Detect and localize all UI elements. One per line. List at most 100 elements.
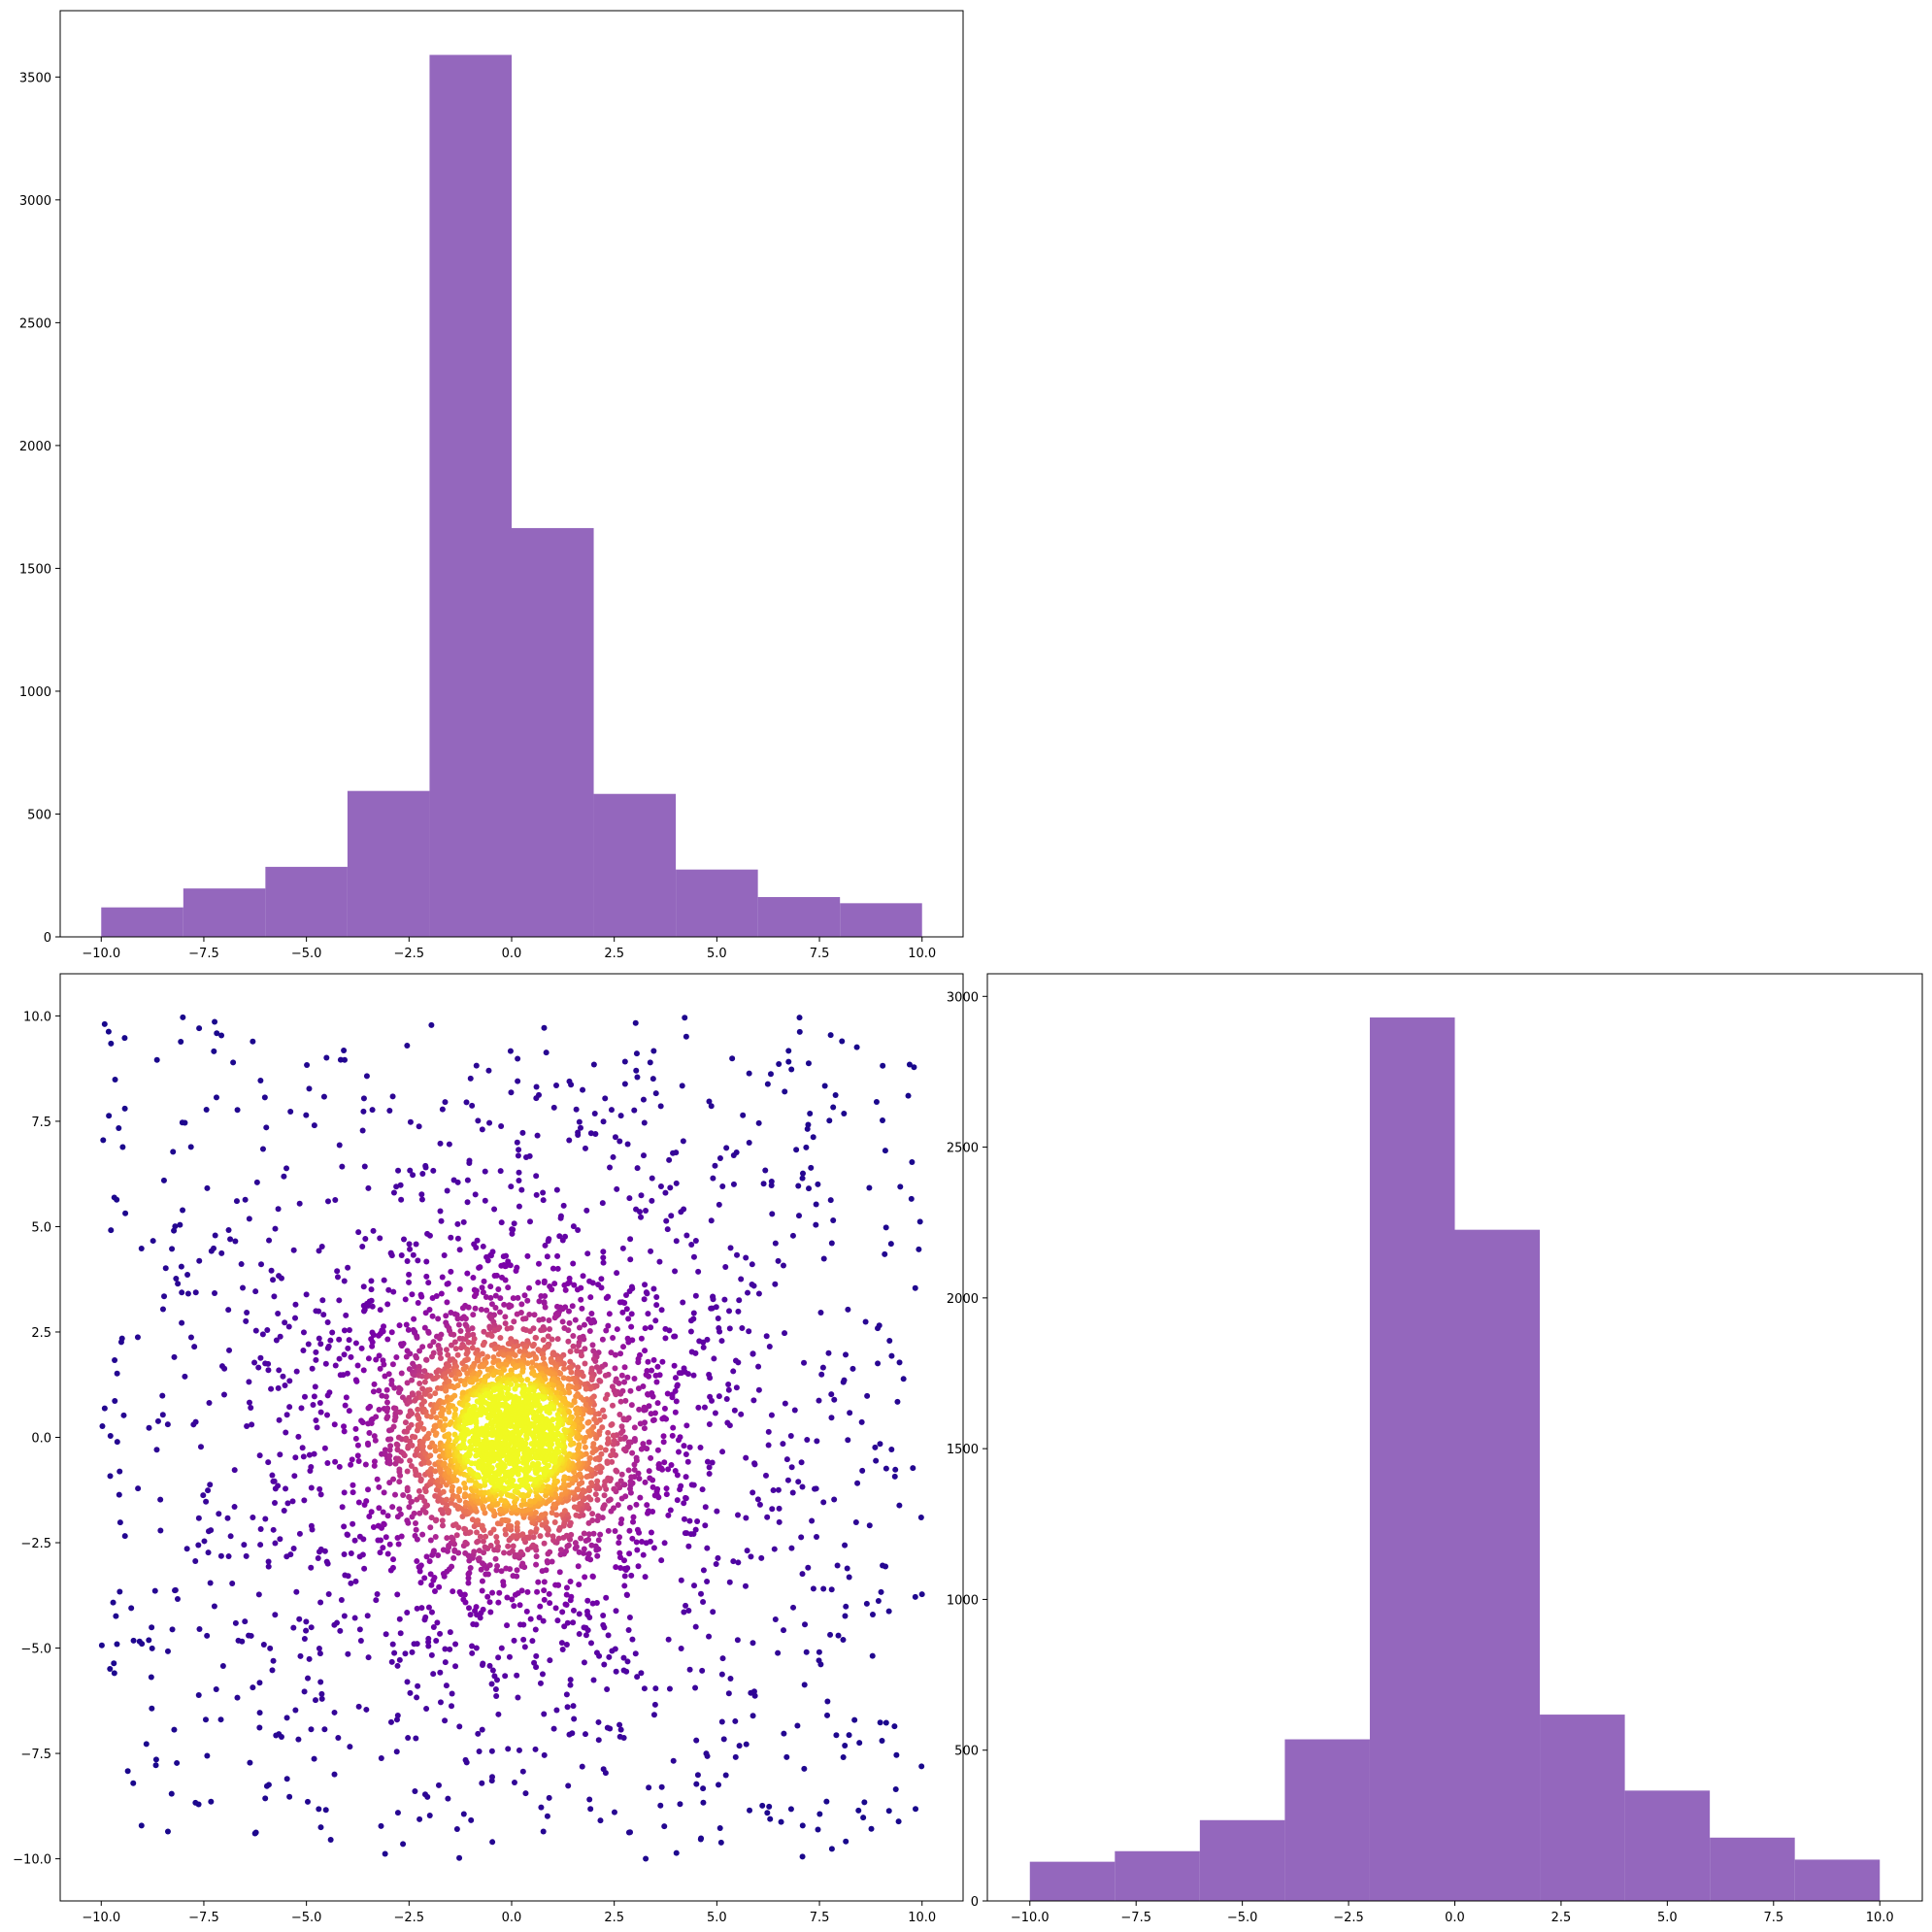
scatter-bottom-left-point	[631, 1466, 638, 1473]
scatter-bottom-left-point	[668, 1213, 675, 1219]
scatter-bottom-left-point	[462, 1491, 469, 1498]
scatter-bottom-left-point	[611, 1809, 617, 1815]
scatter-bottom-left-point	[892, 1466, 899, 1473]
scatter-bottom-left-point	[471, 1549, 478, 1555]
scatter-bottom-left-point	[579, 1763, 585, 1770]
scatter-bottom-left-point	[105, 1028, 112, 1035]
scatter-bottom-left-point	[715, 1554, 721, 1561]
scatter-bottom-left-point	[437, 1140, 444, 1147]
scatter-bottom-left-point	[439, 1517, 446, 1524]
scatter-bottom-left-point	[627, 1256, 634, 1263]
hist-bottom-right-ytick-label: 3000	[947, 990, 979, 1005]
scatter-bottom-left-point	[627, 1479, 634, 1485]
scatter-bottom-left-point	[661, 1405, 668, 1412]
scatter-bottom-left-point	[412, 1519, 418, 1526]
scatter-bottom-left-point	[488, 1748, 495, 1754]
scatter-bottom-left-point	[687, 1317, 694, 1324]
scatter-bottom-left-point	[670, 1757, 677, 1764]
scatter-bottom-left-point	[528, 1441, 535, 1448]
scatter-bottom-left-point	[371, 1381, 378, 1387]
scatter-bottom-left-point	[494, 1563, 501, 1570]
scatter-bottom-left-point	[799, 1170, 806, 1177]
scatter-bottom-left-xtick-label: 0.0	[502, 1911, 522, 1925]
scatter-bottom-left-point	[255, 1591, 262, 1598]
scatter-bottom-left-point	[535, 1579, 542, 1585]
scatter-bottom-left-point	[454, 1351, 461, 1358]
scatter-bottom-left-point	[673, 1238, 680, 1245]
scatter-bottom-left-point	[581, 1659, 587, 1666]
scatter-bottom-left-point	[341, 1047, 348, 1053]
scatter-bottom-left-point	[916, 1246, 922, 1252]
hist-bottom-right-bar	[1710, 1837, 1795, 1901]
scatter-bottom-left-point	[588, 1310, 595, 1316]
scatter-bottom-left-point	[891, 1723, 898, 1730]
scatter-bottom-left-point	[620, 1446, 627, 1452]
scatter-bottom-left-point	[505, 1284, 512, 1291]
hist-bottom-right-bar	[1369, 1017, 1455, 1901]
scatter-bottom-left-point	[250, 1684, 256, 1691]
scatter-bottom-left-point	[843, 1838, 849, 1845]
scatter-bottom-left-point	[650, 1483, 656, 1490]
scatter-bottom-left-point	[764, 1514, 771, 1520]
scatter-bottom-left-point	[373, 1597, 380, 1604]
scatter-bottom-left-point	[159, 1306, 166, 1313]
scatter-bottom-left-point	[726, 1325, 733, 1332]
scatter-bottom-left-point	[204, 1752, 211, 1759]
scatter-bottom-left-point	[442, 1646, 449, 1652]
scatter-bottom-left-point	[407, 1118, 414, 1125]
hist-top-left-bar	[183, 888, 266, 937]
scatter-bottom-left-point	[770, 1487, 777, 1494]
hist-bottom-right-xtick-label: 2.5	[1551, 1911, 1572, 1925]
scatter-bottom-left-point	[809, 1517, 816, 1524]
scatter-bottom-left-point	[448, 1342, 454, 1349]
scatter-bottom-left-point	[600, 1249, 607, 1255]
scatter-bottom-left-point	[411, 1316, 417, 1322]
scatter-bottom-left-point	[751, 1692, 758, 1699]
scatter-bottom-left-point	[621, 1582, 628, 1589]
scatter-bottom-left-point	[637, 1420, 644, 1427]
scatter-bottom-left-point	[788, 1545, 795, 1551]
scatter-bottom-left-point	[346, 1337, 352, 1344]
scatter-bottom-left-point	[311, 1755, 317, 1762]
scatter-bottom-left-point	[814, 1534, 820, 1541]
scatter-bottom-left-point	[526, 1534, 533, 1541]
scatter-bottom-left-point	[379, 1392, 385, 1399]
scatter-bottom-left-point	[464, 1199, 471, 1206]
scatter-bottom-left-point	[300, 1453, 307, 1460]
scatter-bottom-left-point	[717, 1839, 724, 1846]
scatter-bottom-left-point	[537, 1603, 544, 1610]
scatter-bottom-left-point	[355, 1457, 362, 1464]
scatter-bottom-left-point	[260, 1641, 267, 1648]
scatter-bottom-left-point	[187, 1144, 194, 1150]
scatter-bottom-left-point	[704, 1545, 711, 1551]
scatter-bottom-left-point	[633, 1067, 640, 1074]
scatter-bottom-left-point	[673, 1398, 680, 1405]
scatter-bottom-left-point	[815, 1181, 821, 1187]
scatter-bottom-left-point	[265, 1558, 272, 1565]
scatter-bottom-left-point	[602, 1372, 609, 1379]
scatter-bottom-left-point	[522, 1790, 529, 1797]
scatter-bottom-left-point	[218, 1032, 225, 1039]
scatter-bottom-left-point	[404, 1679, 411, 1685]
scatter-bottom-left-point	[491, 1327, 498, 1334]
hist-top-left-xtick-label: −7.5	[188, 947, 219, 961]
scatter-bottom-left-point	[384, 1336, 391, 1343]
scatter-bottom-left-point	[486, 1562, 493, 1569]
scatter-bottom-left-point	[537, 1533, 544, 1540]
scatter-bottom-left-point	[516, 1147, 522, 1153]
scatter-bottom-left-point	[514, 1567, 520, 1574]
scatter-bottom-left-point	[416, 1390, 422, 1397]
scatter-bottom-left-point	[769, 1506, 776, 1513]
scatter-bottom-left-point	[398, 1533, 405, 1540]
scatter-bottom-left-point	[360, 1308, 367, 1315]
scatter-bottom-left-point	[605, 1527, 612, 1534]
scatter-bottom-left-point	[697, 1590, 704, 1597]
scatter-bottom-left-point	[808, 1164, 815, 1171]
scatter-bottom-left-point	[617, 1113, 624, 1119]
scatter-bottom-left-point	[804, 1436, 811, 1443]
scatter-bottom-left-point	[416, 1815, 423, 1822]
scatter-bottom-left-point	[507, 1048, 514, 1054]
scatter-bottom-left-point	[532, 1626, 539, 1633]
scatter-bottom-left-point	[616, 1733, 623, 1740]
scatter-bottom-left-point	[738, 1276, 745, 1282]
